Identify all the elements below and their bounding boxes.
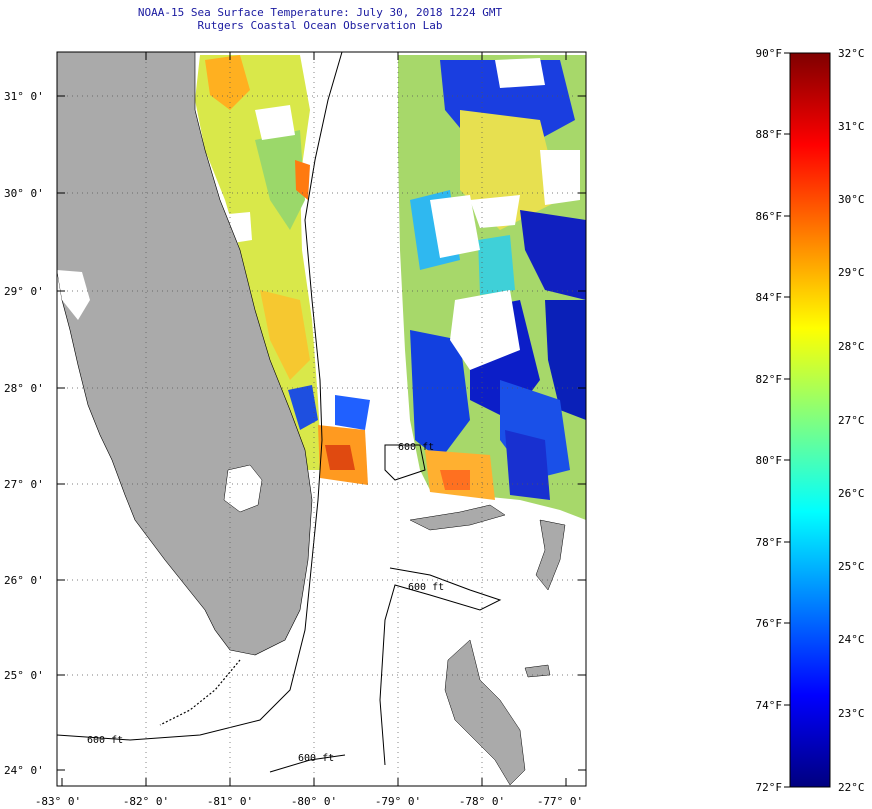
cloud-mask	[218, 58, 580, 370]
map-frame	[56, 51, 587, 787]
abaco-land	[535, 519, 566, 591]
map-title: NOAA-15 Sea Surface Temperature: July 30…	[137, 6, 503, 19]
latitude-labels: 31° 0' 30° 0' 29° 0' 28° 0' 27° 0' 26° 0…	[4, 90, 44, 777]
colorbar-c-label: 25°C	[838, 560, 865, 573]
isobath-labels: 600 ft 600 ft 600 ft 600 ft	[87, 442, 444, 764]
colorbar-f-label: 78°F	[756, 536, 783, 549]
isobath-label: 600 ft	[398, 442, 434, 453]
colorbar-c-label: 24°C	[838, 633, 865, 646]
colorbar-f-label: 84°F	[756, 291, 783, 304]
map-subtitle: Rutgers Coastal Ocean Observation Lab	[197, 19, 443, 32]
isobath-label: 600 ft	[408, 582, 444, 593]
lon-label: -83° 0'	[35, 795, 81, 808]
lake-okeechobee	[223, 464, 263, 513]
temperature-colorbar: 90°F 88°F 86°F 84°F 82°F 80°F 78°F 76°F …	[756, 47, 865, 794]
map-area	[57, 52, 586, 786]
lon-label: -77° 0'	[537, 795, 583, 808]
lon-label: -80° 0'	[291, 795, 337, 808]
colorbar-c-label: 32°C	[838, 47, 865, 60]
longitude-labels: -83° 0' -82° 0' -81° 0' -80° 0' -79° 0' …	[35, 795, 583, 808]
colorbar-f-label: 90°F	[756, 47, 783, 60]
isobath-label: 600 ft	[87, 735, 123, 746]
lat-label: 29° 0'	[4, 285, 44, 298]
colorbar-f-label: 80°F	[756, 454, 783, 467]
colorbar-f-label: 82°F	[756, 373, 783, 386]
andros-land	[444, 639, 526, 786]
lon-label: -78° 0'	[459, 795, 505, 808]
colorbar-f-label: 72°F	[756, 781, 783, 794]
colorbar-c-label: 22°C	[838, 781, 865, 794]
isobath-label: 600 ft	[298, 753, 334, 764]
lat-label: 30° 0'	[4, 187, 44, 200]
colorbar-gradient	[789, 52, 831, 788]
grand-bahama-land	[409, 504, 506, 531]
lat-label: 31° 0'	[4, 90, 44, 103]
colorbar-f-label: 74°F	[756, 699, 783, 712]
colorbar-f-label: 88°F	[756, 128, 783, 141]
colorbar-c-label: 31°C	[838, 120, 865, 133]
colorbar-f-label: 86°F	[756, 210, 783, 223]
colorbar-c-label: 30°C	[838, 193, 865, 206]
lat-label: 27° 0'	[4, 478, 44, 491]
lat-label: 25° 0'	[4, 669, 44, 682]
colorbar-c-label: 23°C	[838, 707, 865, 720]
colorbar-c-label: 26°C	[838, 487, 865, 500]
lon-label: -82° 0'	[123, 795, 169, 808]
lon-label: -81° 0'	[207, 795, 253, 808]
colorbar-f-label: 76°F	[756, 617, 783, 630]
colorbar-c-label: 29°C	[838, 266, 865, 279]
lon-label: -79° 0'	[375, 795, 421, 808]
lat-label: 24° 0'	[4, 764, 44, 777]
graticule	[57, 52, 586, 786]
colorbar-c-label: 27°C	[838, 414, 865, 427]
colorbar-c-label: 28°C	[838, 340, 865, 353]
axis-ticks	[57, 52, 586, 786]
lat-label: 26° 0'	[4, 574, 44, 587]
lat-label: 28° 0'	[4, 382, 44, 395]
isobath-lines	[57, 52, 502, 773]
